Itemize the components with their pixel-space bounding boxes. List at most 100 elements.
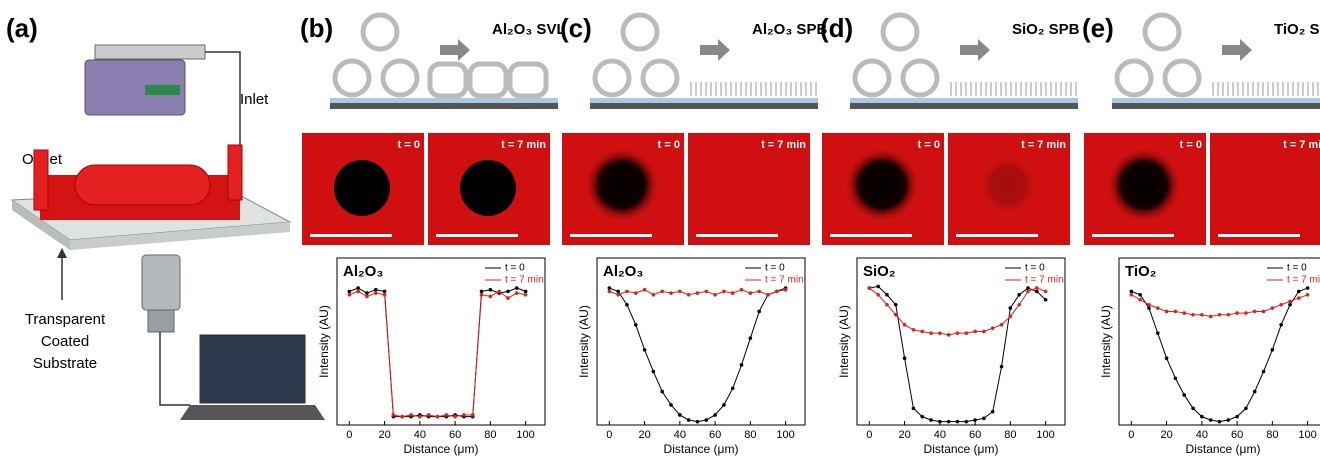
substrate-base bbox=[1210, 103, 1320, 109]
data-point bbox=[479, 292, 484, 297]
x-tick-label: 40 bbox=[414, 429, 426, 441]
data-point bbox=[757, 289, 761, 294]
data-point bbox=[893, 312, 898, 317]
data-point bbox=[739, 287, 744, 292]
scale-bar bbox=[956, 234, 1038, 237]
time-label: t = 7 min bbox=[1283, 139, 1320, 151]
data-point bbox=[1138, 292, 1142, 297]
data-point bbox=[616, 289, 620, 294]
bleach-spot bbox=[844, 147, 920, 223]
panel-label: (e) bbox=[1082, 13, 1114, 43]
data-point bbox=[365, 291, 369, 295]
y-axis-label: Intensity (AU) bbox=[317, 305, 331, 378]
series-line bbox=[869, 285, 1046, 423]
data-point bbox=[911, 406, 916, 411]
legend-label: t = 0 bbox=[1287, 263, 1307, 274]
y-axis-label: Intensity (AU) bbox=[837, 305, 851, 378]
time-label: t = 0 bbox=[918, 139, 940, 151]
data-point bbox=[1296, 296, 1301, 300]
x-tick-label: 60 bbox=[1231, 429, 1243, 441]
data-point bbox=[1270, 306, 1275, 310]
data-point bbox=[479, 289, 484, 294]
data-point bbox=[497, 289, 501, 294]
laptop-screen bbox=[199, 334, 306, 404]
data-point bbox=[607, 286, 612, 290]
data-point bbox=[356, 286, 360, 290]
data-point bbox=[1261, 309, 1266, 314]
substrate-label: Substrate bbox=[33, 355, 97, 372]
vesicle bbox=[332, 58, 372, 98]
vesicle bbox=[1142, 12, 1182, 52]
substrate-label: Transparent bbox=[25, 311, 106, 328]
x-tick-label: 0 bbox=[1128, 429, 1134, 441]
chart-title: SiO₂ bbox=[863, 263, 896, 280]
data-point bbox=[514, 286, 519, 290]
data-point bbox=[1034, 286, 1039, 290]
data-point bbox=[426, 413, 431, 417]
channel bbox=[74, 164, 211, 206]
data-point bbox=[523, 292, 528, 297]
data-point bbox=[365, 294, 369, 299]
panel-title: SiO₂ SPB bbox=[1012, 21, 1080, 38]
x-tick-label: 20 bbox=[898, 429, 910, 441]
data-point bbox=[695, 419, 700, 424]
arrow bbox=[440, 39, 470, 61]
data-point bbox=[955, 419, 960, 424]
legend-label: t = 7 min bbox=[1287, 275, 1320, 286]
data-point bbox=[964, 419, 969, 424]
data-point bbox=[1279, 323, 1283, 327]
pump-display bbox=[145, 85, 180, 95]
syringe bbox=[94, 44, 206, 60]
scale-bar bbox=[1092, 234, 1174, 237]
data-point bbox=[382, 289, 387, 294]
x-tick-label: 80 bbox=[1004, 429, 1016, 441]
micrograph bbox=[1210, 133, 1320, 245]
data-point bbox=[488, 287, 493, 292]
data-point bbox=[1182, 393, 1187, 397]
x-tick-label: 100 bbox=[516, 429, 534, 441]
x-tick-label: 0 bbox=[866, 429, 872, 441]
data-point bbox=[999, 364, 1004, 369]
panel-label: (d) bbox=[820, 13, 853, 43]
data-point bbox=[686, 292, 691, 297]
x-tick-label: 100 bbox=[1036, 429, 1054, 441]
data-point bbox=[1288, 299, 1292, 304]
scale-bar bbox=[436, 234, 518, 237]
inlet-label: Inlet bbox=[240, 91, 269, 108]
data-point bbox=[506, 289, 510, 294]
data-point bbox=[651, 292, 656, 297]
data-point bbox=[669, 403, 673, 407]
chart-title: Al₂O₃ bbox=[343, 263, 383, 280]
data-point bbox=[633, 323, 638, 327]
data-point bbox=[678, 413, 682, 417]
data-point bbox=[506, 296, 510, 300]
data-point bbox=[704, 289, 709, 294]
scale-bar bbox=[1218, 234, 1300, 237]
arrow-head bbox=[57, 248, 67, 258]
data-point bbox=[1279, 302, 1283, 307]
data-point bbox=[514, 291, 519, 295]
data-point bbox=[876, 284, 880, 289]
data-point bbox=[1252, 389, 1257, 394]
data-point bbox=[686, 418, 691, 422]
data-point bbox=[660, 289, 665, 294]
data-point bbox=[902, 323, 907, 327]
x-tick-label: 40 bbox=[1196, 429, 1208, 441]
data-point bbox=[885, 302, 889, 307]
substrate-base bbox=[688, 103, 818, 109]
panel-a-schematic: (a) Inlet Outlet Transparent Coated Subs… bbox=[6, 13, 325, 420]
series-line bbox=[349, 290, 526, 418]
chart-title: Al₂O₃ bbox=[603, 263, 643, 280]
data-point bbox=[1008, 306, 1013, 310]
bleach-spot bbox=[584, 147, 660, 223]
data-point bbox=[1008, 314, 1013, 319]
vesicle bbox=[852, 58, 892, 98]
data-point bbox=[990, 409, 995, 414]
data-point bbox=[625, 289, 629, 294]
substrate-base bbox=[330, 103, 435, 109]
data-point bbox=[1043, 297, 1048, 302]
data-point bbox=[347, 292, 352, 297]
data-point bbox=[902, 356, 907, 361]
data-point bbox=[1244, 311, 1248, 315]
data-point bbox=[1155, 331, 1160, 335]
